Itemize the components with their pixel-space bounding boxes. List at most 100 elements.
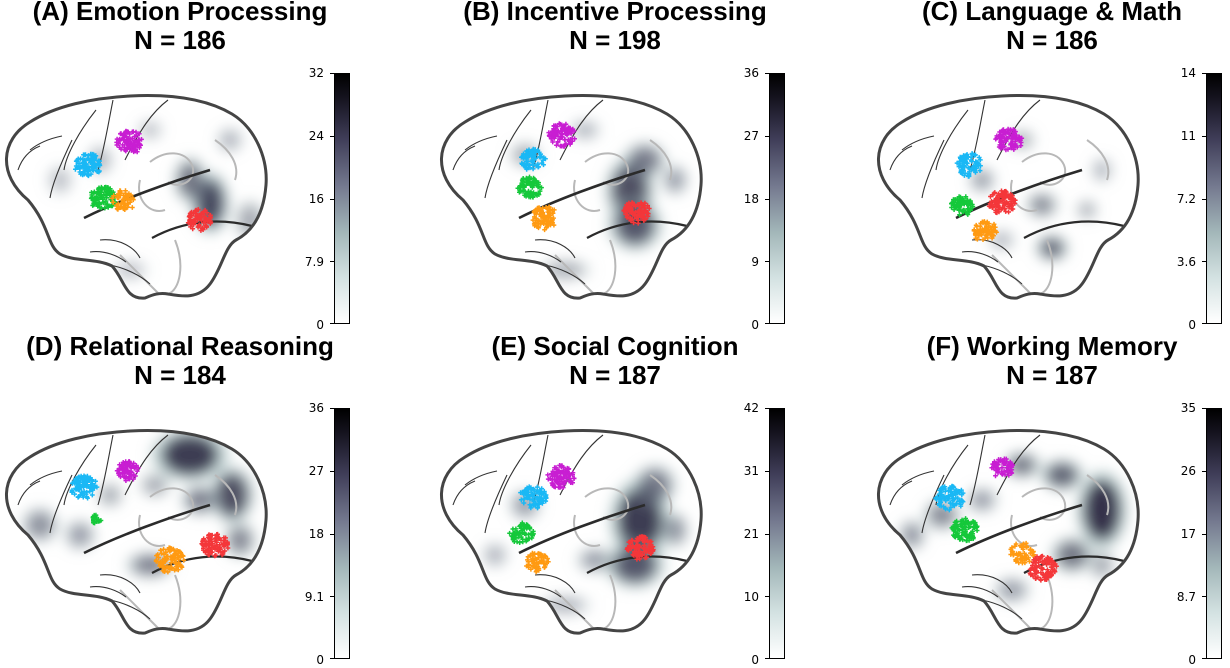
point-marker (1020, 558, 1026, 564)
point-marker (1044, 558, 1050, 564)
point-marker (85, 478, 91, 483)
point-marker (526, 194, 532, 200)
point-marker (963, 200, 968, 205)
gyrus-line (573, 179, 601, 212)
point-marker (82, 157, 87, 163)
density-core (665, 168, 685, 192)
point-marker (993, 473, 998, 479)
brain-map (5, 429, 268, 635)
colorbar-tick: 0 (316, 318, 324, 332)
point-marker (955, 495, 961, 501)
point-marker (535, 205, 540, 211)
point-marker (530, 194, 536, 200)
point-marker (519, 520, 525, 526)
colorbar-tick-mark (765, 136, 769, 137)
gyrus-line (1010, 514, 1038, 547)
point-marker (1042, 576, 1048, 582)
point-marker (1033, 576, 1038, 581)
panel-emotion-processing: (A) Emotion Processing N = 186 32 24 16 … (0, 0, 410, 333)
point-marker (1001, 144, 1007, 149)
point-marker (94, 169, 100, 174)
colorbar-tick: 0 (751, 653, 759, 667)
point-marker (75, 156, 81, 162)
colorbar-tick-mark (330, 534, 334, 535)
point-marker (103, 198, 109, 204)
point-marker (528, 151, 534, 157)
colorbar (334, 73, 350, 324)
point-marker (188, 222, 194, 227)
cluster-green (90, 512, 104, 526)
point-marker (557, 136, 563, 142)
colorbar-tick-mark (765, 658, 769, 659)
point-marker (966, 525, 972, 530)
point-marker (952, 534, 957, 539)
point-marker (645, 211, 651, 216)
point-marker (543, 205, 549, 210)
panel-sample-size: N = 187 (569, 360, 661, 390)
point-marker (955, 202, 961, 207)
point-marker (98, 186, 104, 192)
point-marker (92, 515, 98, 521)
point-marker (640, 538, 646, 544)
density-core (116, 262, 144, 278)
point-marker (1011, 134, 1017, 140)
point-marker (1016, 551, 1022, 556)
point-marker (1019, 135, 1025, 141)
point-marker (520, 184, 526, 189)
point-marker (124, 474, 129, 480)
point-marker (957, 212, 962, 218)
point-marker (134, 133, 140, 138)
sulcus-line (63, 109, 97, 171)
point-marker (190, 226, 196, 232)
point-marker (89, 164, 95, 170)
point-marker (536, 555, 542, 561)
point-marker (978, 232, 984, 237)
colorbar (1206, 73, 1222, 324)
point-marker (1033, 560, 1039, 566)
brain-surface (6, 95, 267, 299)
point-marker (531, 210, 537, 215)
point-marker (202, 215, 207, 221)
colorbar-tick: 36 (308, 401, 324, 415)
point-marker (523, 182, 529, 188)
point-marker (625, 204, 631, 210)
point-marker (159, 551, 164, 556)
panel-title: (D) Relational Reasoning (26, 331, 334, 361)
density-core (1040, 238, 1064, 258)
point-marker (91, 197, 97, 203)
point-marker (977, 157, 983, 163)
point-marker (533, 179, 539, 184)
point-marker (165, 569, 171, 575)
point-marker (534, 224, 540, 229)
sulcus-line (89, 251, 127, 263)
colorbar-tick: 8.7 (1176, 590, 1196, 604)
point-marker (536, 218, 542, 224)
point-marker (199, 541, 205, 547)
colorbar-tick-mark (1202, 199, 1206, 200)
point-marker (100, 199, 106, 205)
colorbar (769, 408, 785, 659)
point-marker (968, 198, 973, 204)
cluster-magenta (993, 126, 1025, 153)
point-marker (154, 553, 159, 558)
cluster-magenta (545, 463, 577, 490)
point-marker (560, 127, 565, 133)
density-core (220, 130, 240, 150)
point-marker (1051, 562, 1056, 568)
point-marker (526, 564, 531, 570)
point-marker (953, 501, 959, 507)
cluster-red (199, 531, 231, 559)
sulcus-line (49, 139, 73, 199)
point-marker (534, 489, 540, 495)
sulcus-line (29, 470, 63, 486)
colorbar-tick-mark (330, 471, 334, 472)
point-marker (87, 489, 93, 494)
brain-map (440, 94, 703, 300)
point-marker (571, 475, 577, 481)
point-marker (115, 193, 120, 199)
point-marker (158, 547, 163, 553)
panel-language-math: (C) Language & Math N = 186 14 11 7.2 3.… (872, 0, 1230, 333)
gyrus-line (138, 514, 166, 547)
point-marker (534, 208, 540, 214)
point-marker (551, 222, 557, 228)
